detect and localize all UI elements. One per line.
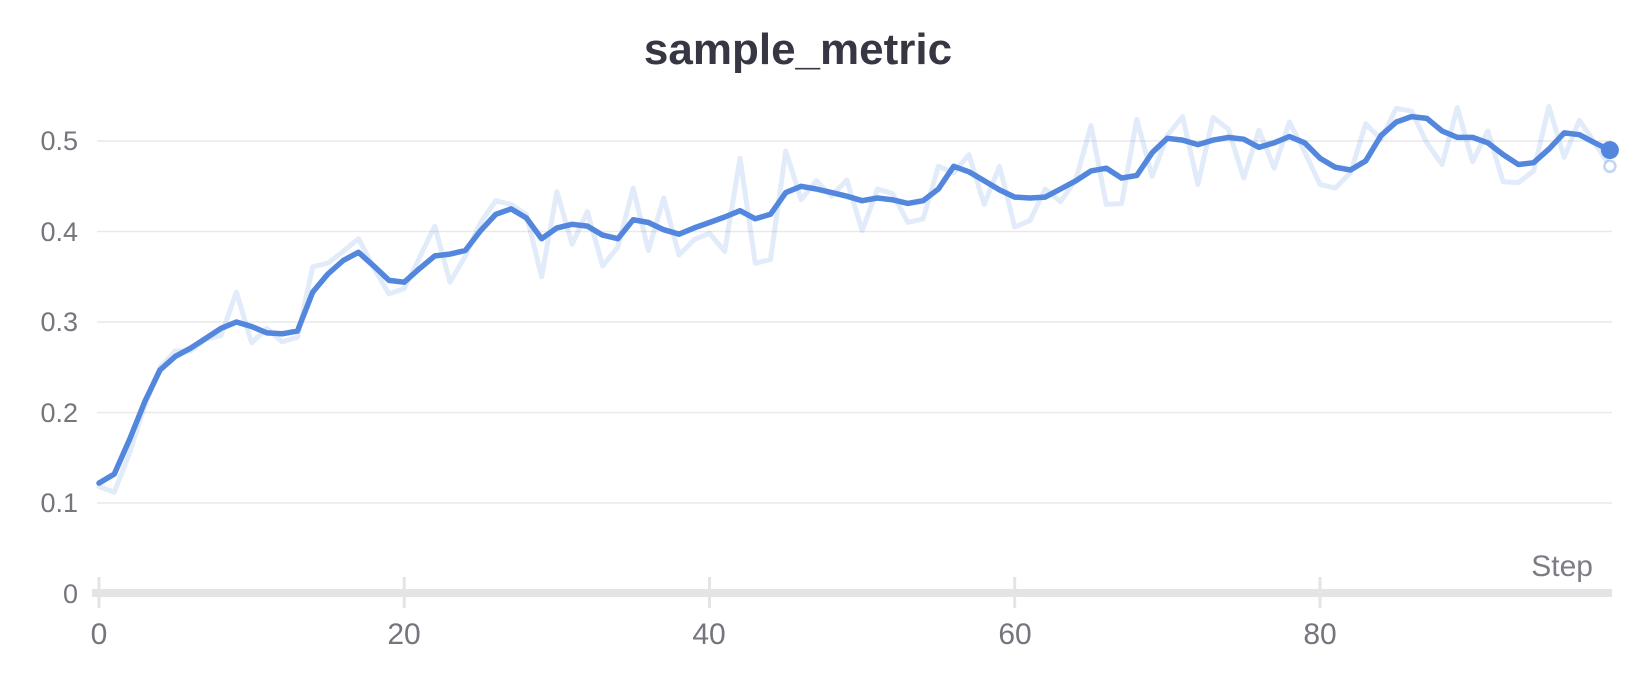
x-axis-tick-label: 40 [692, 618, 726, 651]
chart-title: sample_metric [643, 25, 953, 74]
raw-series-line [96, 104, 1613, 495]
smoothed-endpoint-dot [1600, 141, 1619, 160]
x-axis-tick-label: 0 [90, 618, 108, 651]
y-axis-tick-label: 0.1 [40, 488, 78, 518]
y-axis-tick-label: 0 [62, 579, 78, 609]
y-axis-tick-label: 0.5 [40, 126, 78, 156]
x-axis-tick-label: 20 [387, 618, 421, 651]
raw-endpoint-dot [1603, 159, 1617, 174]
x-axis-title: Step [1531, 550, 1593, 583]
y-axis-tick-label: 0.2 [40, 398, 78, 428]
x-axis-tick-label: 60 [998, 618, 1032, 651]
smoothed-series-line [96, 113, 1613, 486]
x-axis-bar [92, 589, 1612, 597]
x-axis-tick-label: 80 [1303, 618, 1337, 651]
y-axis-tick-label: 0.3 [40, 307, 78, 337]
y-axis-tick-label: 0.4 [40, 217, 78, 247]
